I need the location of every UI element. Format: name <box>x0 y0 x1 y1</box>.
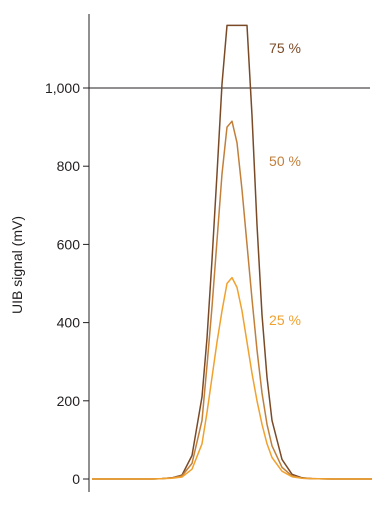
y-tick-label: 0 <box>72 471 80 487</box>
series-label: 25 % <box>269 312 301 328</box>
y-tick-label: 200 <box>57 393 81 409</box>
series-line <box>92 276 372 480</box>
y-axis: 0 200 400 600 800 1,000 <box>45 14 90 492</box>
series-label: 75 % <box>269 40 301 56</box>
series-lines <box>92 24 372 480</box>
series-labels: 75 % 50 % 25 % <box>269 40 301 328</box>
series-line <box>92 120 372 480</box>
series-line <box>92 24 372 480</box>
y-tick-label: 800 <box>57 158 81 174</box>
series-label: 50 % <box>269 153 301 169</box>
y-tick-label: 400 <box>57 315 81 331</box>
y-axis-title: UIB signal (mV) <box>9 216 25 314</box>
y-tick-label: 600 <box>57 236 81 252</box>
y-tick-label: 1,000 <box>45 80 80 96</box>
